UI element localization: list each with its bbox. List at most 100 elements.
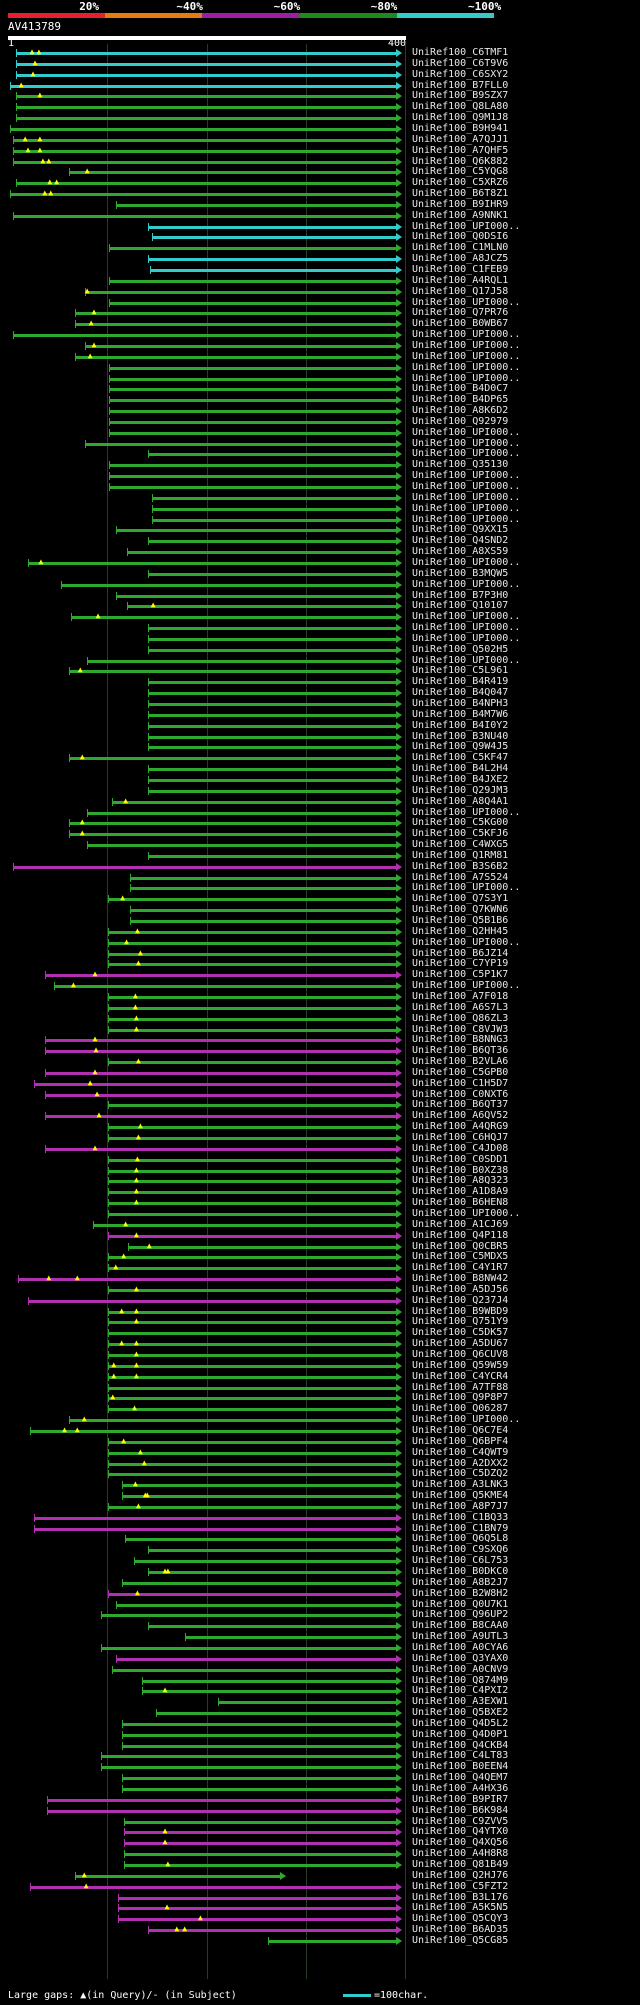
hit-row[interactable]: ▲ UniRef100_Q7S3Y1 <box>8 893 640 905</box>
hit-bar[interactable] <box>116 1603 397 1607</box>
hit-bar[interactable] <box>47 1798 397 1802</box>
hit-label[interactable]: UniRef100_B9WBD9 <box>412 1305 509 1317</box>
hit-row[interactable]: UniRef100_C1FEB9 <box>8 264 640 276</box>
hit-bar[interactable] <box>69 1419 397 1423</box>
hit-label[interactable]: UniRef100_B7P3H0 <box>412 589 509 601</box>
hit-label[interactable]: UniRef100_B4I0Y2 <box>412 719 509 731</box>
hit-row[interactable]: UniRef100_B4JXE2 <box>8 774 640 786</box>
hit-row[interactable]: UniRef100_A8K6D2 <box>8 405 640 417</box>
hit-label[interactable]: UniRef100_Q2HJ76 <box>412 1869 509 1881</box>
hit-row[interactable]: ▲ UniRef100_C4PXI2 <box>8 1685 640 1697</box>
hit-bar[interactable] <box>45 1050 397 1054</box>
hit-bar[interactable] <box>12 160 397 164</box>
hit-row[interactable]: UniRef100_C1BQ33 <box>8 1512 640 1524</box>
hit-row[interactable]: UniRef100_A4RQL1 <box>8 274 640 287</box>
hit-bar[interactable] <box>151 236 397 240</box>
hit-label[interactable]: UniRef100_C4Y1R7 <box>412 1262 509 1274</box>
hit-bar[interactable] <box>124 1820 397 1824</box>
hit-label[interactable]: UniRef100_A7S524 <box>412 871 509 883</box>
hit-label[interactable]: UniRef100_C5GPB0 <box>412 1066 509 1078</box>
hit-row[interactable]: ▲ UniRef100_UPI000.. <box>8 1414 640 1426</box>
hit-bar[interactable] <box>116 203 397 207</box>
hit-bar[interactable] <box>116 594 397 598</box>
hit-label[interactable]: UniRef100_C1FEB9 <box>412 264 509 275</box>
hit-row[interactable]: ▲ UniRef100_A1CJ69 <box>8 1219 640 1231</box>
hit-label[interactable]: UniRef100_B3NU40 <box>412 730 509 742</box>
hit-label[interactable]: UniRef100_A4RQL1 <box>412 274 509 286</box>
hit-bar[interactable] <box>147 225 397 229</box>
hit-row[interactable]: UniRef100_A7TF88 <box>8 1382 640 1394</box>
hit-bar[interactable] <box>27 1299 397 1303</box>
hit-row[interactable]: ▲ ▲ UniRef100_B0DKC0 <box>8 1566 640 1578</box>
hit-bar[interactable] <box>108 963 397 967</box>
hit-row[interactable]: UniRef100_B6QT37 <box>8 1099 640 1111</box>
hit-bar[interactable] <box>100 1646 397 1650</box>
hit-row[interactable]: UniRef100_B3NU40 <box>8 730 640 743</box>
hit-row[interactable]: UniRef100_A8JCZ5 <box>8 253 640 265</box>
hit-row[interactable]: UniRef100_B3S6B2 <box>8 861 640 873</box>
hit-row[interactable]: ▲ UniRef100_Q0CBR5 <box>8 1241 640 1253</box>
hit-bar[interactable] <box>127 605 397 609</box>
hit-bar[interactable] <box>108 1158 397 1162</box>
hit-row[interactable]: UniRef100_Q874M9 <box>8 1675 640 1687</box>
hit-row[interactable]: UniRef100_B4L2H4 <box>8 763 640 775</box>
hit-row[interactable]: UniRef100_Q4QEM7 <box>8 1772 640 1784</box>
hit-row[interactable]: UniRef100_B9PIR7 <box>8 1794 640 1806</box>
hit-row[interactable]: ▲ ▲ UniRef100_A5DU67 <box>8 1338 640 1350</box>
hit-row[interactable]: ▲ UniRef100_Q4YTX0 <box>8 1826 640 1838</box>
hit-row[interactable]: UniRef100_UPI000.. <box>8 579 640 591</box>
hit-label[interactable]: UniRef100_C9ZVV5 <box>412 1815 509 1827</box>
hit-label[interactable]: UniRef100_Q10107 <box>412 600 509 612</box>
hit-row[interactable]: UniRef100_B0EEN4 <box>8 1761 640 1773</box>
hit-bar[interactable] <box>122 1484 397 1488</box>
hit-label[interactable]: UniRef100_UPI000.. <box>412 513 521 525</box>
hit-row[interactable]: UniRef100_UPI000.. <box>8 622 640 634</box>
hit-label[interactable]: UniRef100_C5KF47 <box>412 752 509 764</box>
hit-bar[interactable] <box>108 1104 397 1108</box>
hit-label[interactable]: UniRef100_A4HX36 <box>412 1783 509 1794</box>
hit-label[interactable]: UniRef100_Q96UP2 <box>412 1609 509 1621</box>
hit-bar[interactable] <box>12 334 397 338</box>
hit-label[interactable]: UniRef100_B6HEN8 <box>412 1197 509 1209</box>
hit-label[interactable]: UniRef100_B4D0C7 <box>412 383 509 395</box>
hit-row[interactable]: UniRef100_A0CNV9 <box>8 1664 640 1676</box>
hit-row[interactable]: UniRef100_A7S524 <box>8 871 640 884</box>
hit-label[interactable]: UniRef100_Q4D5L2 <box>412 1717 509 1729</box>
hit-bar[interactable] <box>108 1451 397 1455</box>
hit-row[interactable]: UniRef100_Q4SND2 <box>8 535 640 547</box>
hit-row[interactable]: UniRef100_Q9W4J5 <box>8 741 640 753</box>
hit-bar[interactable] <box>147 703 397 706</box>
hit-label[interactable]: UniRef100_C4YCR4 <box>412 1370 509 1382</box>
hit-bar[interactable] <box>108 1310 397 1314</box>
hit-label[interactable]: UniRef100_Q92979 <box>412 415 509 427</box>
hit-row[interactable]: UniRef100_A9NNK1 <box>8 210 640 222</box>
hit-label[interactable]: UniRef100_UPI000.. <box>412 296 521 308</box>
hit-row[interactable]: ▲ ▲ UniRef100_Q6K882 <box>8 156 640 168</box>
hit-bar[interactable] <box>12 149 397 153</box>
hit-row[interactable]: ▲ UniRef100_Q81B49 <box>8 1858 640 1871</box>
hit-label[interactable]: UniRef100_Q59W59 <box>412 1359 509 1371</box>
hit-label[interactable]: UniRef100_Q81B49 <box>412 1858 509 1870</box>
hit-bar[interactable] <box>147 724 397 728</box>
hit-bar[interactable] <box>122 1777 397 1781</box>
hit-bar[interactable] <box>108 1364 397 1368</box>
hit-bar[interactable] <box>109 279 397 283</box>
hit-bar[interactable] <box>100 1614 397 1618</box>
hit-label[interactable]: UniRef100_Q1RM81 <box>412 849 509 861</box>
hit-bar[interactable] <box>29 1885 397 1889</box>
hit-label[interactable]: UniRef100_UPI000.. <box>412 882 521 894</box>
hit-row[interactable]: ▲ UniRef100_Q06287 <box>8 1403 640 1415</box>
hit-label[interactable]: UniRef100_C5DK57 <box>412 1327 509 1339</box>
hit-row[interactable]: ▲ UniRef100_B0WB67 <box>8 318 640 330</box>
hit-row[interactable]: ▲ UniRef100_UPI000.. <box>8 340 640 352</box>
hit-row[interactable]: ▲ UniRef100_A6QV52 <box>8 1110 640 1122</box>
hit-label[interactable]: UniRef100_Q17J58 <box>412 285 509 297</box>
hit-label[interactable]: UniRef100_A5K5N5 <box>412 1902 509 1914</box>
hit-bar[interactable] <box>149 269 397 272</box>
hit-bar[interactable] <box>29 1429 397 1433</box>
hit-row[interactable]: UniRef100_B4I0Y2 <box>8 719 640 732</box>
hit-row[interactable]: ▲ UniRef100_C5P1K7 <box>8 969 640 981</box>
hit-row[interactable]: ▲ UniRef100_A4QRG9 <box>8 1121 640 1133</box>
hit-label[interactable]: UniRef100_Q35130 <box>412 459 509 471</box>
hit-row[interactable]: ▲ UniRef100_Q2HH45 <box>8 926 640 938</box>
